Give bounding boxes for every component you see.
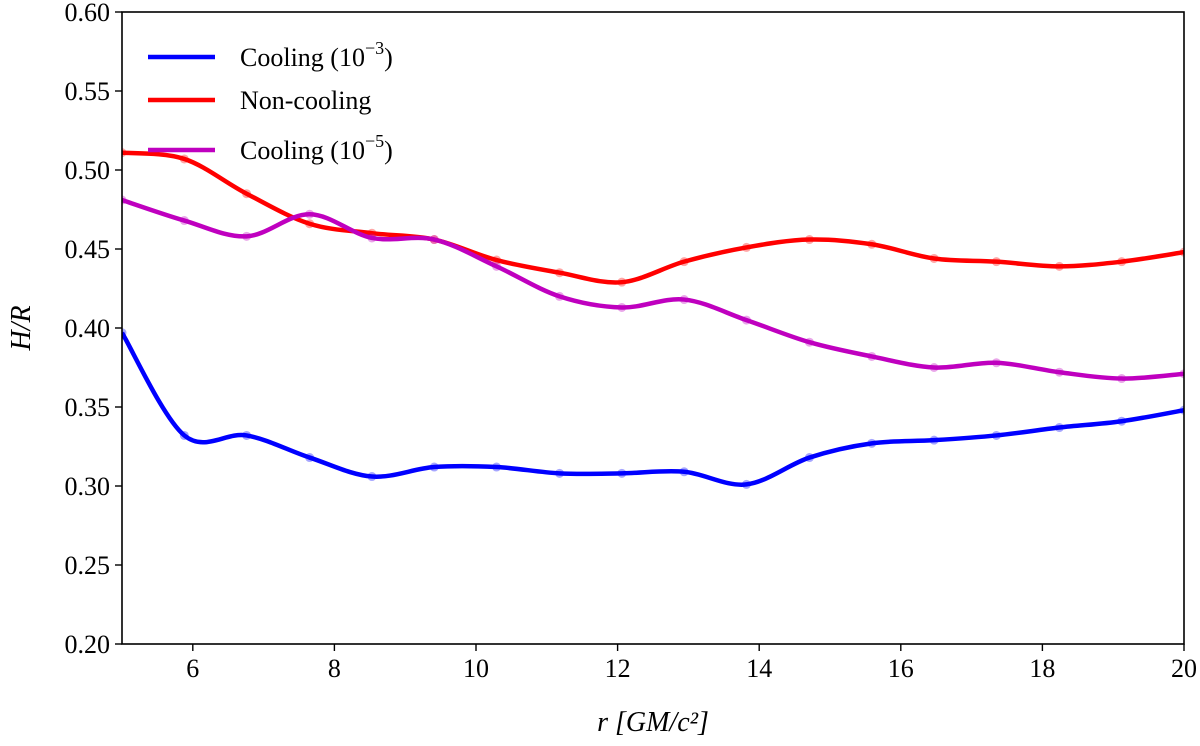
- data-point: [991, 358, 1001, 368]
- data-point: [555, 268, 565, 278]
- data-point: [1179, 369, 1184, 379]
- data-point: [1179, 247, 1184, 257]
- y-tick-label: 0.55: [65, 77, 111, 106]
- data-point: [367, 472, 377, 482]
- data-point: [804, 453, 814, 463]
- data-point: [492, 255, 502, 265]
- data-point: [867, 239, 877, 249]
- data-point: [492, 261, 502, 271]
- y-tick-label: 0.60: [65, 0, 111, 27]
- data-point: [555, 291, 565, 301]
- data-point: [179, 216, 189, 226]
- legend-label: Cooling (10−3): [240, 38, 393, 72]
- data-point: [679, 467, 689, 477]
- data-point: [1117, 257, 1127, 267]
- data-point: [867, 351, 877, 361]
- legend-label: Cooling (10−5): [240, 131, 393, 165]
- data-point: [492, 462, 502, 472]
- x-tick-label: 8: [328, 654, 341, 683]
- legend-label-base: Non-cooling: [240, 86, 371, 115]
- data-point: [929, 363, 939, 372]
- data-point: [804, 337, 814, 347]
- data-point: [367, 233, 377, 243]
- legend-label: Non-cooling: [240, 86, 371, 115]
- x-tick-label: 12: [605, 654, 631, 683]
- series-line: [122, 331, 1184, 487]
- data-point: [429, 235, 439, 245]
- data-point: [617, 468, 627, 478]
- data-point: [991, 430, 1001, 440]
- data-point: [1054, 423, 1064, 433]
- data-point: [804, 235, 814, 245]
- data-point: [305, 209, 315, 219]
- legend-label-base: Cooling (10: [240, 136, 365, 165]
- legend-label-sup: −3: [365, 38, 384, 58]
- data-point: [179, 430, 189, 440]
- data-point: [242, 189, 252, 199]
- y-tick-label: 0.50: [65, 156, 111, 185]
- data-point: [122, 148, 127, 158]
- x-tick-label: 6: [186, 654, 199, 683]
- y-tick-label: 0.45: [65, 235, 111, 264]
- data-point: [1179, 405, 1184, 415]
- data-point: [429, 462, 439, 472]
- x-tick-label: 14: [746, 654, 772, 683]
- data-point: [741, 315, 751, 325]
- data-point: [617, 277, 627, 287]
- data-point: [991, 257, 1001, 267]
- data-point: [1117, 416, 1127, 426]
- data-point: [741, 479, 751, 489]
- y-tick-label: 0.35: [65, 393, 111, 422]
- series-2: [122, 195, 1184, 384]
- data-point: [679, 295, 689, 305]
- data-point: [1054, 261, 1064, 271]
- legend-label-end: ): [384, 43, 393, 72]
- legend-label-sup: −5: [365, 131, 384, 151]
- x-tick-label: 20: [1171, 654, 1197, 683]
- legend-label-base: Cooling (10: [240, 43, 365, 72]
- data-point: [305, 453, 315, 463]
- series-layer: [122, 148, 1184, 489]
- series-1: [122, 148, 1184, 287]
- x-axis-label: r [GM/c²]: [597, 707, 709, 738]
- y-axis-label: H/R: [6, 305, 37, 351]
- legend-label-end: ): [384, 136, 393, 165]
- y-tick-label: 0.25: [65, 551, 111, 580]
- data-point: [929, 435, 939, 445]
- x-tick-label: 10: [463, 654, 489, 683]
- y-tick-label: 0.40: [65, 314, 111, 343]
- x-tick-label: 18: [1029, 654, 1055, 683]
- y-tick-label: 0.30: [65, 472, 111, 501]
- data-point: [1054, 367, 1064, 377]
- data-point: [929, 253, 939, 263]
- data-point: [242, 231, 252, 241]
- data-point: [1117, 374, 1127, 384]
- data-point: [242, 430, 252, 440]
- series-line: [122, 197, 1184, 381]
- series-0: [122, 328, 1184, 489]
- data-point: [122, 195, 127, 205]
- data-point: [617, 302, 627, 312]
- data-point: [867, 438, 877, 448]
- data-point: [179, 154, 189, 164]
- data-point: [555, 468, 565, 478]
- y-tick-label: 0.20: [65, 630, 111, 659]
- data-point: [741, 242, 751, 252]
- data-point: [679, 257, 689, 267]
- data-point: [122, 328, 127, 338]
- series-line: [122, 150, 1184, 285]
- data-point: [305, 219, 315, 229]
- x-tick-label: 16: [888, 654, 914, 683]
- axis-ticks: 6 8 10 12 14 16 18 20 0.20 0.25 0.30 0.35 0.40 0.45 0.…: [65, 0, 1198, 683]
